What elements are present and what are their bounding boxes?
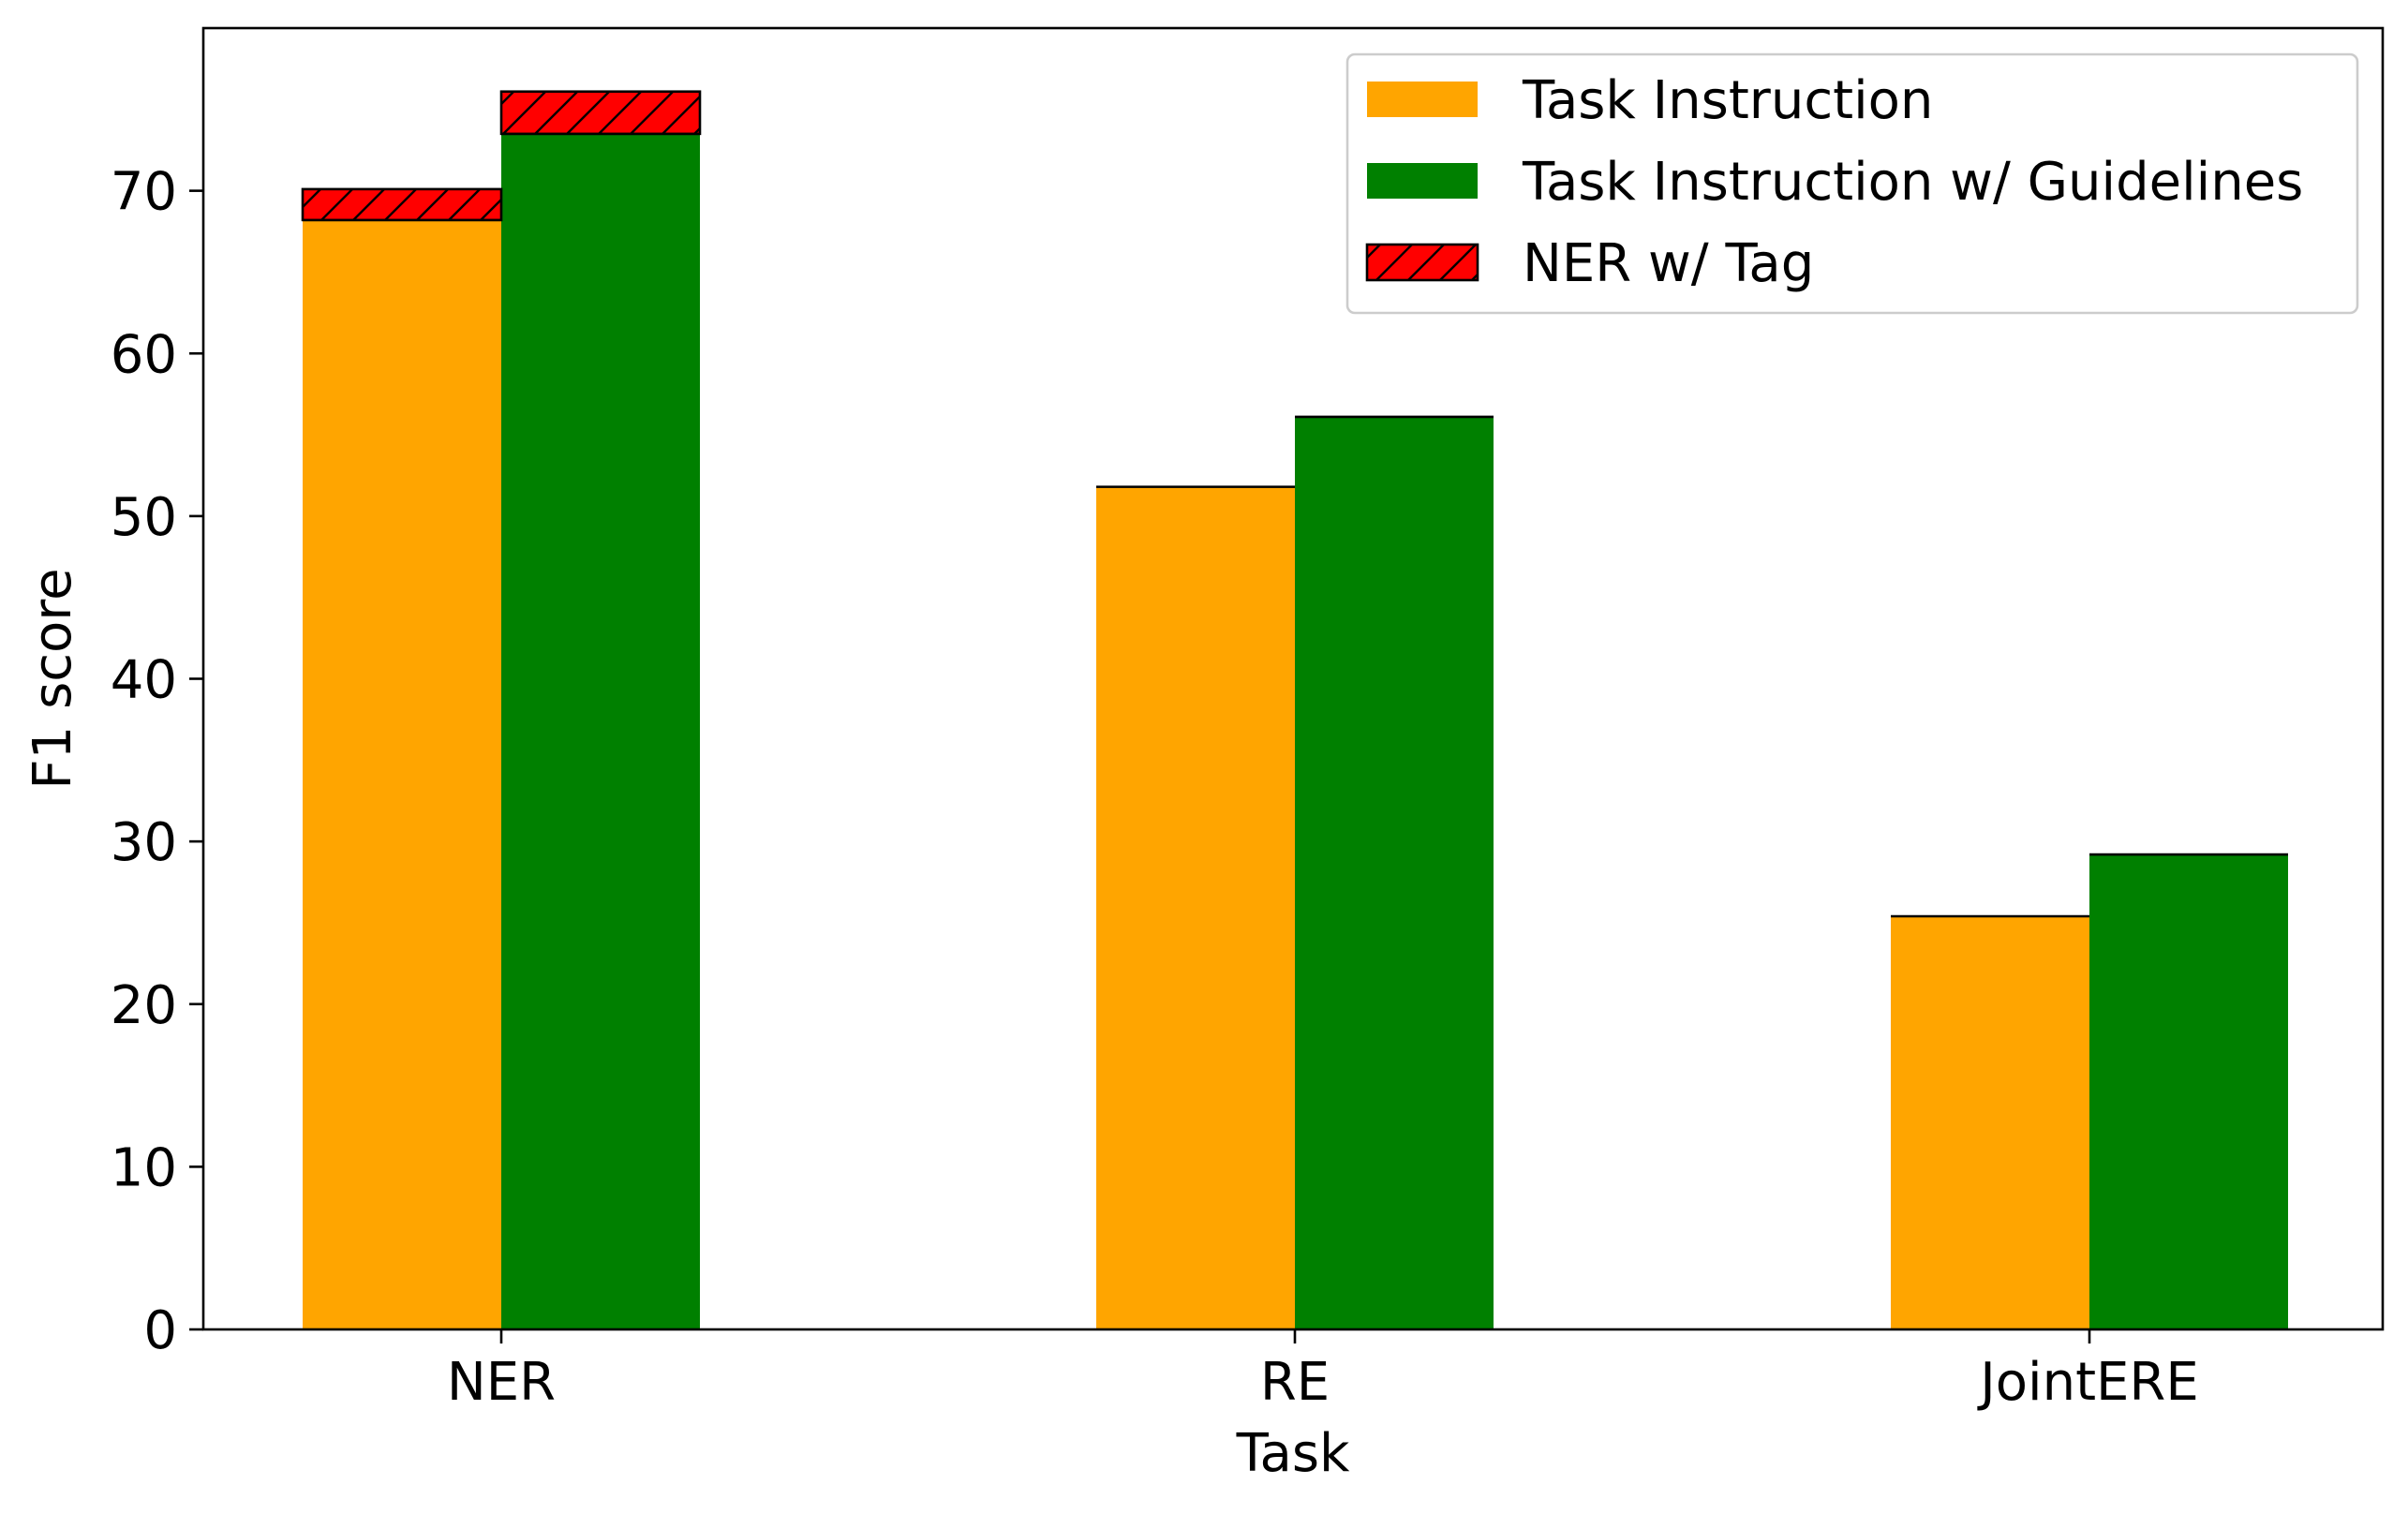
legend-label-1: Task Instruction — [1522, 70, 1933, 131]
legend-label-3: NER w/ Tag — [1523, 233, 1814, 294]
x-tick-label: JointERE — [1977, 1352, 2198, 1413]
legend: Task Instruction Task Instruction w/ Guid… — [1345, 52, 2359, 315]
bar-ner-series-2 — [501, 133, 700, 1330]
hatched-segment-1 — [301, 187, 503, 222]
y-tick-label: 30 — [111, 812, 177, 873]
y-tick-label: 20 — [111, 975, 177, 1036]
bar-ner-series-1 — [303, 219, 501, 1330]
y-tick-label: 40 — [111, 650, 177, 711]
y-tick-label: 0 — [143, 1300, 177, 1361]
y-tick-label: 50 — [111, 487, 177, 548]
legend-swatch-3 — [1365, 243, 1479, 282]
legend-swatch-1 — [1367, 82, 1478, 117]
bars-layer — [301, 90, 2288, 1330]
y-tick-label: 10 — [111, 1137, 177, 1198]
bar-jointere-series-2 — [2089, 854, 2288, 1329]
bar-jointere-series-1 — [1891, 915, 2089, 1329]
legend-swatch-2 — [1367, 163, 1478, 199]
legend-box — [1345, 52, 2359, 315]
y-axis: 0 10 20 30 40 50 60 70 — [111, 162, 203, 1361]
y-tick-label: 70 — [111, 162, 177, 223]
x-tick-label: NER — [447, 1352, 556, 1413]
hatched-segment-2 — [499, 90, 702, 136]
x-axis: NER RE JointERE — [447, 1329, 2199, 1413]
x-tick-label: RE — [1260, 1352, 1330, 1413]
bar-re-series-2 — [1295, 416, 1494, 1329]
legend-label-2: Task Instruction w/ Guidelines — [1522, 152, 2303, 213]
y-axis-label: F1 score — [22, 568, 83, 789]
y-tick-label: 60 — [111, 324, 177, 385]
bar-re-series-1 — [1096, 486, 1295, 1329]
x-axis-label: Task — [1236, 1423, 1350, 1484]
